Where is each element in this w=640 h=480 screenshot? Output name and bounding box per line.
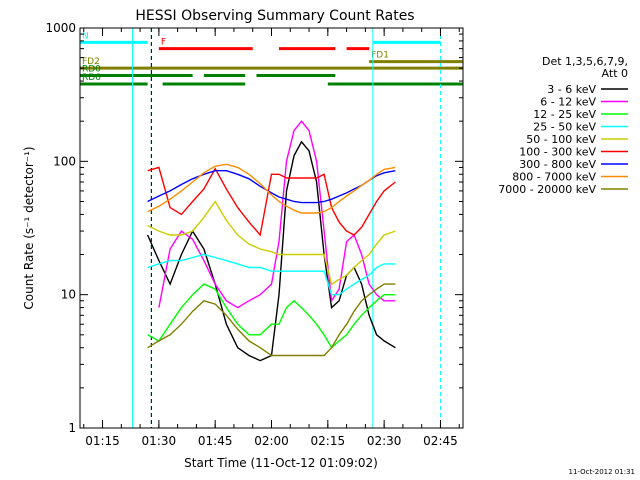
legend-header-1: Att 0	[602, 67, 628, 80]
series-line-7	[147, 163, 396, 214]
flag-label-n: N	[82, 31, 89, 41]
plot-frame	[79, 27, 464, 429]
vertical-markers	[132, 28, 441, 428]
x-tick-label-4: 02:15	[311, 434, 346, 448]
series-line-1	[158, 120, 396, 309]
x-tick-label-3: 02:00	[254, 434, 289, 448]
x-axis: 01:15 01:30 01:45 02:00 02:15 02:30 02:45	[83, 28, 460, 448]
legend-label-8: 7000 - 20000 keV	[498, 183, 596, 196]
series-line-4	[147, 200, 396, 286]
y-axis: 1 10 100 1000	[45, 21, 463, 435]
series-lines	[146, 120, 396, 362]
x-tick-label-1: 01:30	[142, 434, 177, 448]
series-line-5	[147, 166, 396, 237]
x-axis-label: Start Time (11-Oct-12 01:09:02)	[184, 456, 378, 470]
legend-label-2: 12 - 25 keV	[533, 108, 596, 121]
x-tick-label-2: 01:45	[198, 434, 233, 448]
legend-label-4: 50 - 100 keV	[526, 133, 596, 146]
flag-label-fd1: FD1	[371, 51, 389, 61]
legend-label-6: 300 - 800 keV	[519, 158, 596, 171]
y-axis-label: Count Rate (s⁻¹ detector⁻¹)	[22, 146, 36, 309]
x-tick-label-6: 02:45	[423, 434, 458, 448]
series-line-3	[147, 253, 396, 296]
legend-label-0: 3 - 6 keV	[547, 83, 596, 96]
x-tick-label-0: 01:15	[85, 434, 120, 448]
y-tick-label-3: 1000	[45, 21, 76, 35]
legend-label-7: 800 - 7000 keV	[512, 171, 596, 184]
series-line-2	[147, 283, 396, 349]
flag-label-fd2: FD2	[82, 57, 100, 67]
x-tick-label-5: 02:30	[367, 434, 402, 448]
y-tick-label-1: 10	[61, 288, 76, 302]
flag-label-rd0: RD0	[82, 65, 101, 75]
y-tick-label-2: 100	[53, 154, 76, 168]
flag-label-rd6: RD6	[82, 73, 101, 83]
legend-header-0: Det 1,3,5,6,7,9,	[542, 55, 628, 68]
series-line-0	[146, 140, 396, 362]
timestamp: 11-Oct-2012 01:31	[569, 468, 635, 476]
series-line-8	[147, 283, 396, 357]
legend-label-1: 6 - 12 keV	[540, 96, 596, 109]
y-tick-label-0: 1	[68, 421, 76, 435]
chart-title: HESSI Observing Summary Count Rates	[135, 8, 414, 24]
legend-label-3: 25 - 50 keV	[533, 121, 596, 134]
flag-label-f: F	[161, 38, 166, 48]
legend-label-5: 100 - 300 keV	[519, 146, 596, 159]
